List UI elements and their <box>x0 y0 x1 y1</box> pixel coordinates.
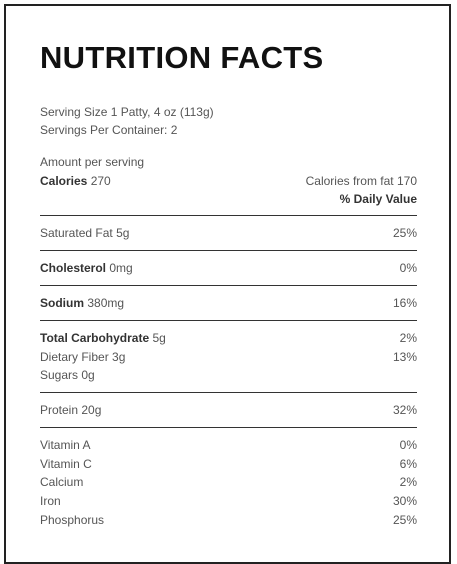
divider <box>40 250 417 251</box>
nutrient-name: Saturated Fat <box>40 226 113 240</box>
nutrient: Cholesterol 0mg <box>40 261 133 275</box>
nutrient: Protein 20g <box>40 403 101 417</box>
nutrient-name: Protein <box>40 403 79 418</box>
nutrient: Saturated Fat 5g <box>40 226 129 240</box>
nutrient-amount: 3g <box>112 349 126 364</box>
daily-value: 25% <box>392 226 417 240</box>
daily-value: 32% <box>392 403 417 418</box>
nutrient-name: Cholesterol <box>40 261 107 275</box>
nutrient: Phosphorus <box>40 513 104 527</box>
nutrient: Sugars 0g <box>40 368 95 382</box>
nutrient-name: Vitamin A <box>40 438 91 453</box>
serving-size: Serving Size 1 Patty, 4 oz (113g) <box>40 105 214 119</box>
nutrient: Vitamin A <box>40 438 90 452</box>
nutrient: Iron <box>40 494 61 508</box>
nutrient-amount: 5g <box>116 226 130 240</box>
nutrient-name: Total Carbohydrate <box>40 331 150 345</box>
nutrient-amount: 380mg <box>87 296 125 310</box>
daily-value: 0% <box>399 438 417 453</box>
daily-value: 16% <box>392 296 417 310</box>
page: NUTRITION FACTS Serving Size 1 Patty, 4 … <box>4 4 451 564</box>
title: NUTRITION FACTS <box>40 40 324 75</box>
nutrient-amount: 0g <box>81 368 95 383</box>
nutrient-name: Sodium <box>40 296 84 310</box>
divider <box>40 285 417 286</box>
nutrient-amount: 0mg <box>109 261 133 275</box>
daily-value: 2% <box>399 331 417 345</box>
divider <box>40 392 417 394</box>
daily-value: 2% <box>399 475 417 490</box>
nutrient: Vitamin C <box>40 457 92 471</box>
divider <box>40 215 417 216</box>
servings-per-container: Servings Per Container: 2 <box>40 123 178 137</box>
calories-label: Calories <box>40 174 88 188</box>
daily-value-header: % Daily Value <box>339 192 417 206</box>
nutrient-name: Calcium <box>40 475 84 490</box>
nutrient-name: Phosphorus <box>40 512 105 527</box>
calories: Calories 270 <box>40 174 111 188</box>
calories-from-fat: Calories from fat 170 <box>305 174 417 188</box>
daily-value: 13% <box>392 349 417 364</box>
nutrient-name: Sugars <box>40 368 79 383</box>
nutrient: Calcium <box>40 475 83 489</box>
daily-value: 25% <box>392 512 417 527</box>
calories-value: 270 <box>90 174 111 188</box>
amount-per-serving: Amount per serving <box>40 155 145 169</box>
daily-value: 0% <box>399 261 417 275</box>
daily-value: 6% <box>399 456 417 471</box>
nutrient-name: Vitamin C <box>40 456 92 471</box>
nutrient-amount: 5g <box>152 331 166 345</box>
divider <box>40 427 417 429</box>
nutrient: Dietary Fiber 3g <box>40 350 125 364</box>
divider <box>40 320 417 321</box>
nutrient-amount: 20g <box>81 403 102 418</box>
daily-value: 30% <box>392 494 417 508</box>
nutrient: Sodium 380mg <box>40 296 124 310</box>
nutrient-name: Iron <box>40 494 61 508</box>
nutrient-name: Dietary Fiber <box>40 349 109 364</box>
nutrient: Total Carbohydrate 5g <box>40 331 166 345</box>
